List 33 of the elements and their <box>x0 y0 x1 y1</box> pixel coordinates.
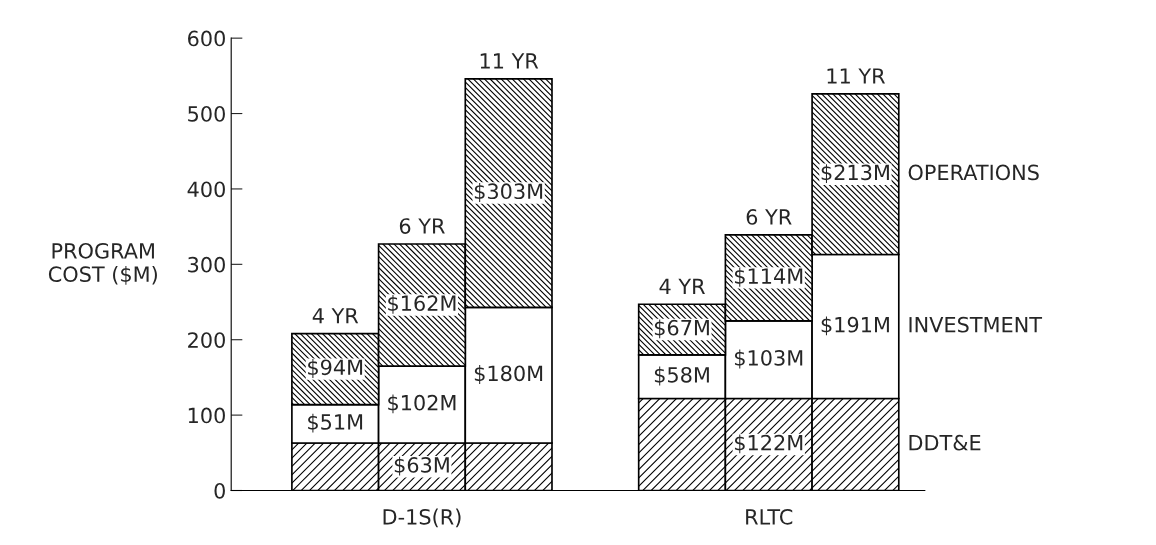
data-label: $63M <box>394 456 449 476</box>
y-tick-label: 500 <box>188 105 225 122</box>
y-tick-label: 600 <box>188 30 225 47</box>
text: D-1S(R) <box>383 508 461 528</box>
data-label: $303M <box>474 183 543 202</box>
series-label: INVESTMENT <box>909 316 1043 333</box>
x-tick-label: 6 YR <box>399 218 445 234</box>
data-label: $103M <box>734 349 803 369</box>
x-tick-label: 11 YR <box>827 68 886 84</box>
y-tick-label: 300 <box>188 256 225 273</box>
x-tick-label: 4 YR <box>659 278 705 294</box>
data-label: $114M <box>734 267 803 287</box>
data-label: $67M <box>654 319 709 339</box>
data-label: $58M <box>654 366 709 386</box>
data-label: $180M <box>474 365 543 384</box>
data-label: $51M <box>308 413 363 433</box>
data-label: $94M <box>308 359 363 378</box>
y-tick-label: 200 <box>188 332 225 348</box>
x-tick-label: 6 YR <box>746 209 792 225</box>
y-axis-title: PROGRAM COST ($M) <box>48 242 157 285</box>
series-label: OPERATIONS <box>908 164 1039 181</box>
data-label: $191M <box>821 316 889 336</box>
series-label: DDT&E <box>909 434 981 451</box>
data-label: $162M <box>388 294 456 314</box>
data-label: $122M <box>734 434 803 454</box>
text: RLTC <box>746 508 793 525</box>
x-tick-label: 4 YR <box>312 308 359 324</box>
y-tick-label: 0 <box>214 482 225 499</box>
y-tick-label: 400 <box>187 181 225 198</box>
data-label: $213M <box>821 164 889 184</box>
data-label: $102M <box>388 394 456 414</box>
y-tick-label: 100 <box>188 407 225 424</box>
x-tick-label: 11 YR <box>480 53 539 69</box>
